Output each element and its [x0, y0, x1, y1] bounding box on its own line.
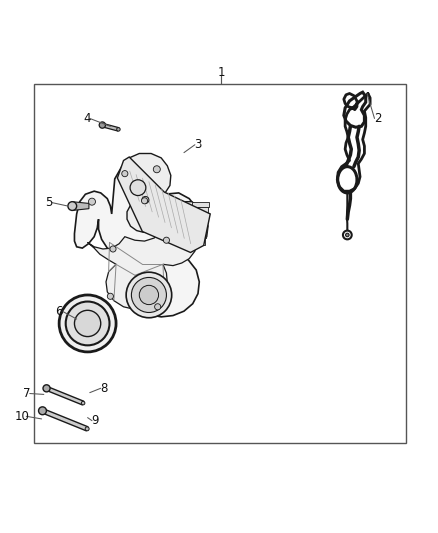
Polygon shape [194, 207, 208, 215]
Polygon shape [344, 92, 366, 127]
Circle shape [59, 295, 116, 352]
Bar [34, 84, 406, 443]
Text: 3: 3 [194, 138, 201, 151]
Circle shape [131, 278, 166, 312]
Circle shape [85, 427, 89, 431]
Text: 2: 2 [374, 112, 381, 125]
Circle shape [99, 122, 106, 128]
Polygon shape [203, 238, 205, 246]
Polygon shape [124, 154, 208, 254]
Circle shape [155, 304, 161, 310]
Circle shape [88, 198, 95, 205]
Circle shape [68, 201, 77, 211]
Polygon shape [102, 123, 119, 131]
Polygon shape [201, 231, 206, 238]
Text: 7: 7 [22, 387, 30, 400]
Circle shape [130, 180, 146, 196]
Circle shape [139, 285, 159, 304]
Circle shape [107, 293, 113, 300]
Circle shape [117, 127, 120, 131]
Circle shape [43, 385, 50, 392]
Polygon shape [192, 201, 209, 207]
Circle shape [153, 166, 160, 173]
Polygon shape [74, 158, 201, 317]
Circle shape [122, 171, 128, 177]
Polygon shape [117, 157, 210, 253]
Circle shape [66, 302, 110, 345]
Polygon shape [88, 219, 196, 310]
Polygon shape [72, 201, 89, 211]
Text: 8: 8 [101, 382, 108, 395]
Text: 9: 9 [92, 414, 99, 427]
Polygon shape [196, 215, 208, 223]
Polygon shape [46, 386, 84, 405]
Polygon shape [198, 223, 207, 231]
Text: 1: 1 [217, 67, 225, 79]
Circle shape [142, 197, 149, 204]
Circle shape [126, 272, 172, 318]
Circle shape [141, 198, 148, 204]
Text: 6: 6 [55, 305, 63, 318]
Polygon shape [42, 409, 88, 431]
Circle shape [343, 231, 352, 239]
Ellipse shape [338, 167, 357, 193]
Circle shape [346, 233, 349, 237]
Text: 5: 5 [46, 196, 53, 209]
Circle shape [74, 310, 101, 336]
Text: 4: 4 [83, 112, 91, 125]
Circle shape [81, 401, 85, 405]
Text: 10: 10 [14, 410, 29, 423]
Circle shape [163, 237, 170, 243]
Circle shape [39, 407, 46, 415]
Circle shape [110, 246, 116, 252]
